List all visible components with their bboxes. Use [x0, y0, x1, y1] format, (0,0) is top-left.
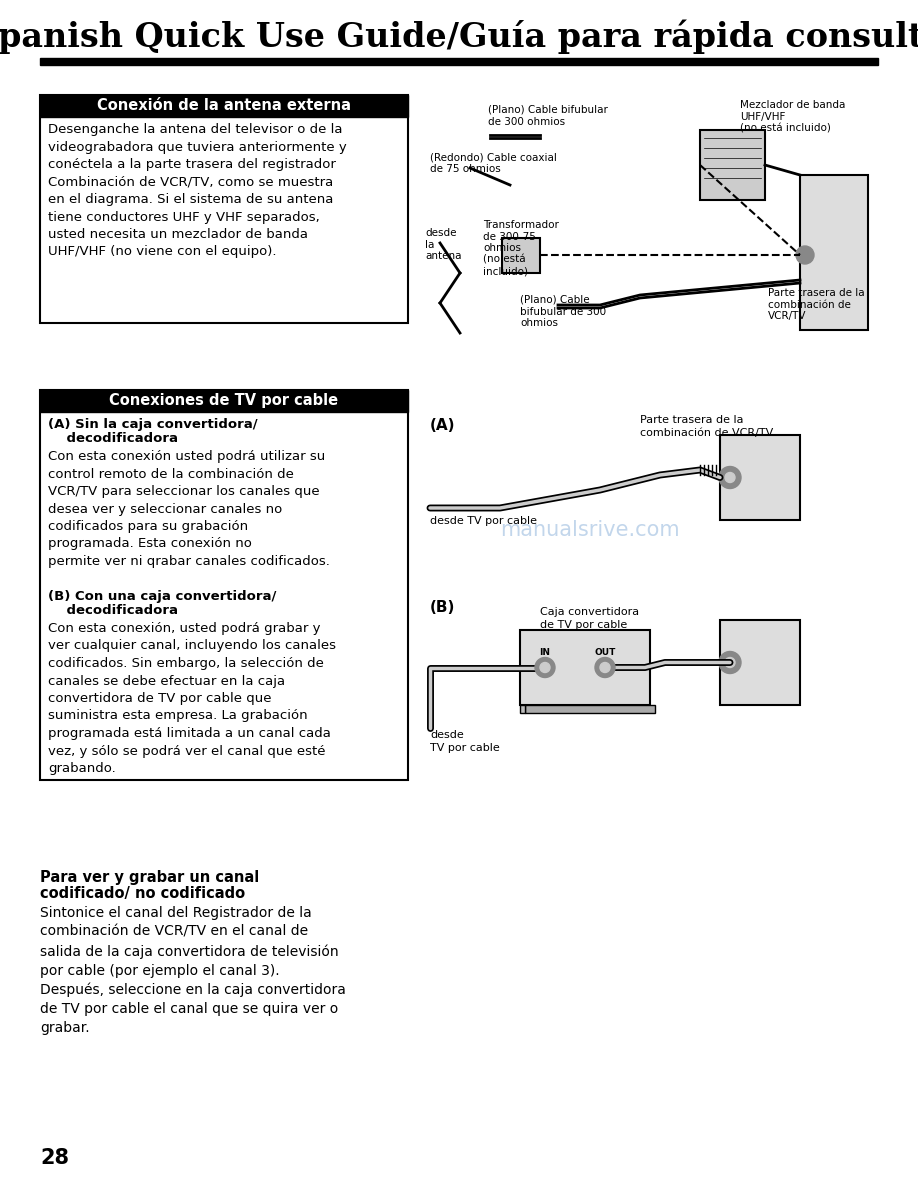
Text: (B): (B) — [430, 600, 455, 615]
Bar — [520, 704, 525, 713]
Text: (Plano) Cable
bifubular de 300
ohmios: (Plano) Cable bifubular de 300 ohmios — [520, 295, 606, 328]
Text: manualsrive.com: manualsrive.com — [500, 520, 680, 541]
Text: (Redondo) Cable coaxial
de 75 ohmios: (Redondo) Cable coaxial de 75 ohmios — [430, 152, 557, 173]
Text: decodificadora: decodificadora — [48, 604, 178, 617]
Bar — [720, 620, 800, 704]
Text: Spanish Quick Use Guide/Guía para rápida consulta: Spanish Quick Use Guide/Guía para rápida… — [0, 20, 918, 55]
Bar — [40, 390, 408, 412]
Text: desde
TV por cable: desde TV por cable — [430, 729, 499, 753]
Bar — [40, 95, 408, 323]
Text: Sintonice el canal del Registrador de la
combinación de VCR/TV en el canal de
sa: Sintonice el canal del Registrador de la… — [40, 906, 346, 1035]
Text: 28: 28 — [40, 1148, 69, 1168]
Text: IN: IN — [540, 647, 551, 657]
Circle shape — [719, 467, 741, 488]
Text: Conexión de la antena externa: Conexión de la antena externa — [97, 99, 351, 114]
Circle shape — [796, 246, 814, 264]
Text: codificado/ no codificado: codificado/ no codificado — [40, 886, 245, 901]
Circle shape — [725, 473, 735, 482]
Bar — [40, 95, 408, 116]
Text: Con esta conexión usted podrá utilizar su
control remoto de la combinación de
VC: Con esta conexión usted podrá utilizar s… — [48, 450, 330, 568]
Text: (Plano) Cable bifubular
de 300 ohmios: (Plano) Cable bifubular de 300 ohmios — [488, 105, 608, 127]
Text: Parte trasera de la
combinación de
VCR/TV: Parte trasera de la combinación de VCR/T… — [768, 287, 865, 321]
Text: Caja convertidora
de TV por cable: Caja convertidora de TV por cable — [540, 607, 639, 630]
Text: decodificadora: decodificadora — [48, 432, 178, 446]
Text: (B) Con una caja convertidora/: (B) Con una caja convertidora/ — [48, 590, 276, 604]
Text: Desenganche la antena del televisor o de la
videograbadora que tuviera anteriorm: Desenganche la antena del televisor o de… — [48, 124, 347, 259]
Bar — [700, 129, 765, 200]
Text: desde TV por cable: desde TV por cable — [430, 516, 537, 526]
Text: OUT: OUT — [594, 647, 616, 657]
Text: desde
la
antena: desde la antena — [425, 228, 462, 261]
Circle shape — [725, 657, 735, 668]
Text: Parte trasera de la
combinación de VCR/TV: Parte trasera de la combinación de VCR/T… — [640, 415, 773, 438]
Circle shape — [595, 657, 615, 677]
Circle shape — [719, 651, 741, 674]
Text: Transformador
de 300-75
ohmios
(no está
incluido): Transformador de 300-75 ohmios (no está … — [483, 220, 559, 277]
Circle shape — [535, 657, 555, 677]
Text: (A): (A) — [430, 418, 455, 432]
Bar — [520, 630, 650, 704]
Text: Conexiones de TV por cable: Conexiones de TV por cable — [109, 393, 339, 409]
Text: Con esta conexión, usted podrá grabar y
ver cualquier canal, incluyendo los cana: Con esta conexión, usted podrá grabar y … — [48, 623, 336, 775]
Bar — [40, 390, 408, 781]
Bar — [800, 175, 868, 330]
Text: Para ver y grabar un canal: Para ver y grabar un canal — [40, 870, 259, 885]
Text: Mezclador de banda
UHF/VHF
(no está incluido): Mezclador de banda UHF/VHF (no está incl… — [740, 100, 845, 133]
Bar — [525, 704, 655, 713]
Circle shape — [600, 663, 610, 672]
Bar — [40, 58, 878, 65]
Text: (A) Sin la caja convertidora/: (A) Sin la caja convertidora/ — [48, 418, 258, 431]
Bar — [720, 435, 800, 520]
Circle shape — [540, 663, 550, 672]
Bar — [502, 238, 540, 273]
